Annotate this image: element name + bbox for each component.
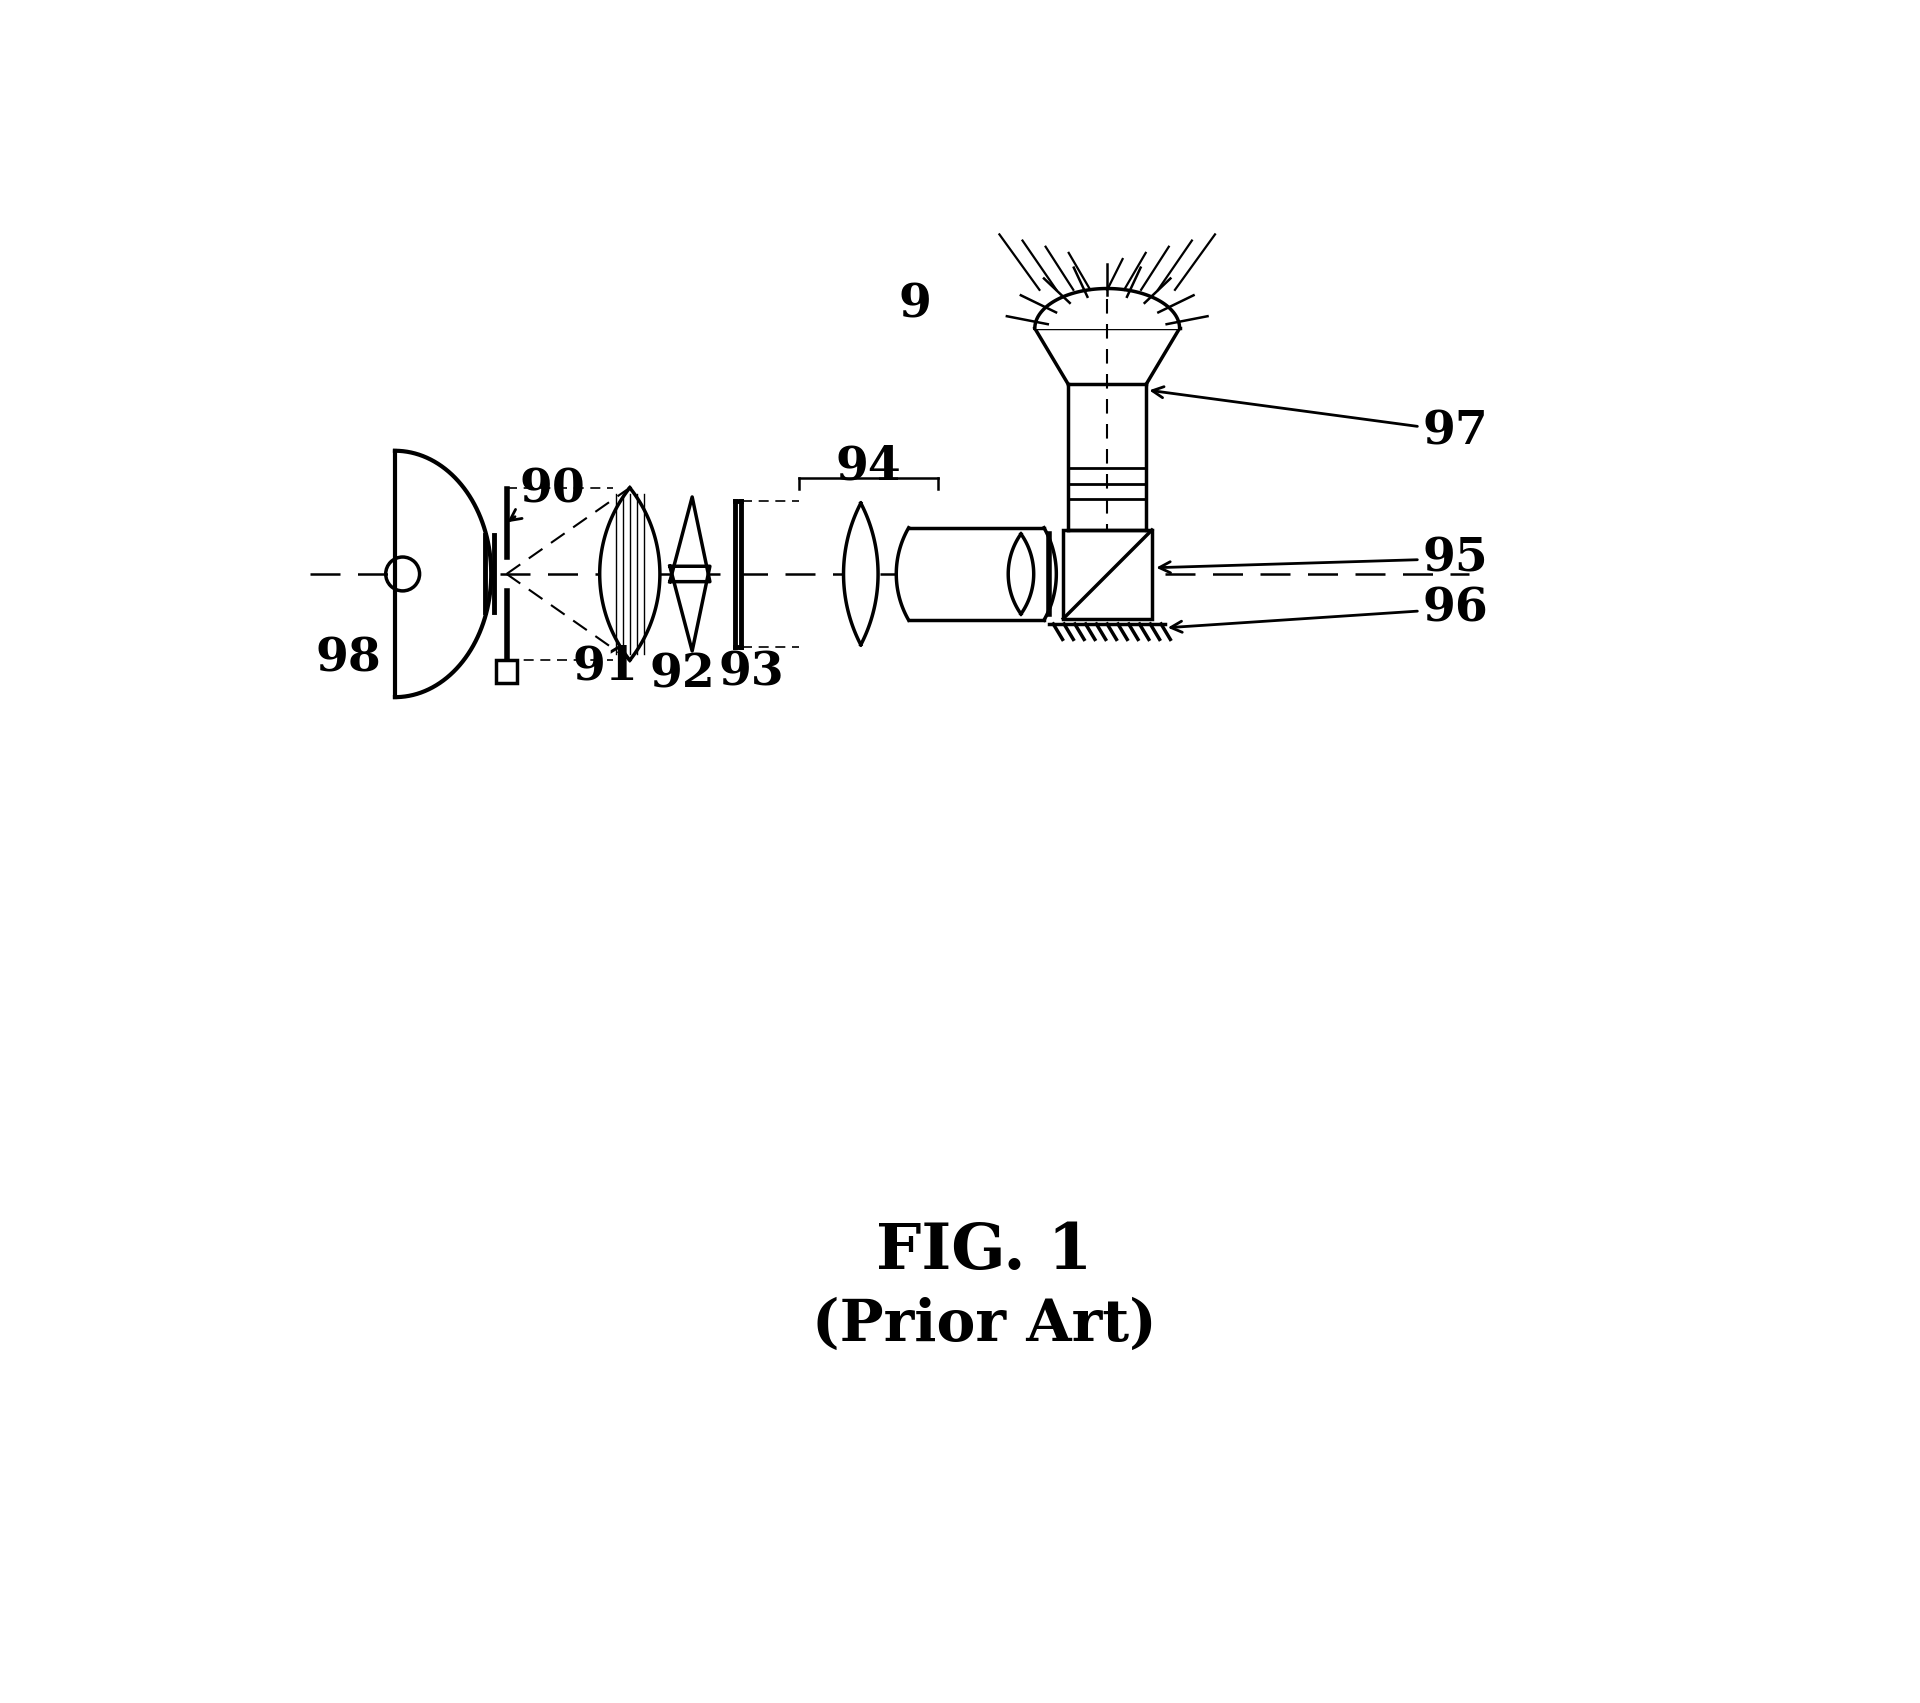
- Text: 9: 9: [899, 281, 931, 327]
- Polygon shape: [1064, 530, 1152, 618]
- Polygon shape: [1035, 288, 1179, 329]
- Polygon shape: [396, 451, 492, 697]
- Text: 96: 96: [1171, 586, 1488, 632]
- Text: 97: 97: [1152, 387, 1488, 455]
- Text: 93: 93: [718, 649, 783, 695]
- Polygon shape: [1068, 383, 1146, 530]
- Bar: [495, 661, 516, 683]
- Polygon shape: [670, 567, 710, 651]
- Bar: [1064, 530, 1152, 618]
- Text: 94: 94: [835, 443, 900, 489]
- Polygon shape: [843, 502, 877, 645]
- Text: 92: 92: [649, 651, 714, 697]
- Text: (Prior Art): (Prior Art): [812, 1296, 1156, 1352]
- Text: 91: 91: [572, 644, 637, 690]
- Polygon shape: [1008, 535, 1033, 615]
- Polygon shape: [670, 497, 710, 582]
- Polygon shape: [1035, 329, 1179, 383]
- Polygon shape: [897, 528, 1056, 620]
- Text: FIG. 1: FIG. 1: [876, 1221, 1092, 1282]
- Text: 95: 95: [1160, 535, 1488, 581]
- Text: 98: 98: [317, 635, 382, 681]
- Text: 90: 90: [511, 467, 586, 521]
- Polygon shape: [599, 487, 660, 661]
- Polygon shape: [735, 501, 741, 647]
